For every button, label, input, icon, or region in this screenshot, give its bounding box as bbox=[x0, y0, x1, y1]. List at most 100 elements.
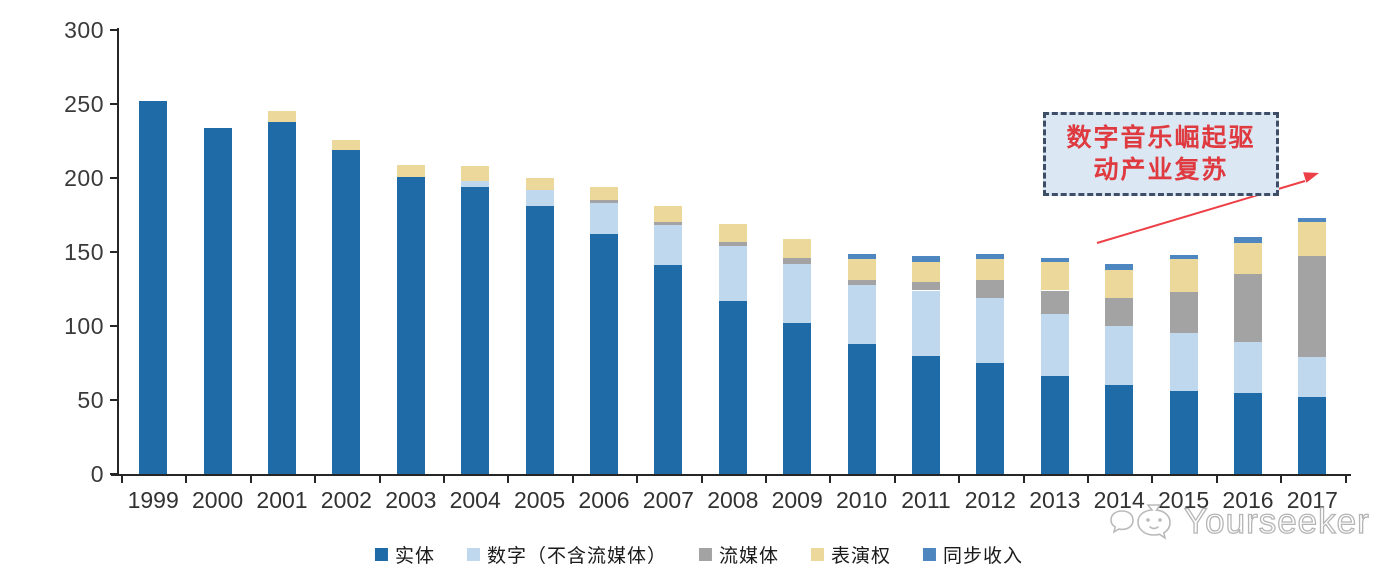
x-axis-label-2009: 2009 bbox=[771, 487, 823, 513]
x-axis-label-2000: 2000 bbox=[192, 487, 244, 513]
bar-segment-2001 bbox=[268, 111, 296, 122]
bar-segment-2013 bbox=[1040, 262, 1069, 291]
bar-segment-2008 bbox=[718, 246, 747, 301]
y-tick-label: 100 bbox=[64, 313, 104, 339]
x-axis-label-2017: 2017 bbox=[1286, 487, 1338, 513]
bar-segment-2010 bbox=[847, 259, 876, 281]
legend-swatch-icon bbox=[923, 548, 937, 561]
annotation-callout: 数字音乐崛起驱 动产业复苏 bbox=[1043, 112, 1279, 196]
bar-segment-2006 bbox=[590, 186, 618, 201]
bar-segment-2002 bbox=[332, 139, 361, 150]
bar-segment-2013 bbox=[1040, 290, 1069, 315]
y-tick bbox=[110, 251, 118, 253]
bar-segment-2004 bbox=[461, 180, 490, 187]
watermark: Yourseeker bbox=[1108, 501, 1370, 543]
x-axis-label-2011: 2011 bbox=[901, 487, 951, 513]
bar-segment-2007 bbox=[654, 222, 683, 226]
bar-segment-2016 bbox=[1234, 243, 1262, 275]
bar-segment-2017 bbox=[1298, 397, 1327, 474]
bar-segment-2009 bbox=[783, 257, 812, 264]
legend-item: 流媒体 bbox=[698, 541, 780, 568]
bar-segment-2005 bbox=[525, 178, 554, 190]
bar-segment-2008 bbox=[718, 241, 747, 247]
bar-segment-2012 bbox=[976, 280, 1005, 298]
legend-swatch-icon bbox=[374, 548, 388, 561]
bar-segment-2009 bbox=[783, 238, 812, 258]
annotation-line1: 数字音乐崛起驱 bbox=[1066, 122, 1256, 152]
x-axis-label-2008: 2008 bbox=[707, 487, 759, 513]
x-tick bbox=[829, 476, 832, 483]
legend-label: 数字（不含流媒体） bbox=[486, 545, 667, 567]
bar-segment-2011 bbox=[912, 256, 940, 263]
legend-swatch-icon bbox=[811, 548, 825, 561]
bar-segment-2011 bbox=[912, 281, 940, 291]
bar-segment-2011 bbox=[912, 355, 940, 474]
y-tick-label: 200 bbox=[64, 165, 104, 191]
y-tick bbox=[110, 103, 118, 105]
bar-segment-2007 bbox=[654, 225, 683, 266]
bar-segment-2007 bbox=[654, 206, 683, 223]
bar-segment-2014 bbox=[1105, 326, 1134, 386]
x-axis-label-2002: 2002 bbox=[320, 487, 372, 513]
x-tick bbox=[1087, 476, 1089, 483]
bar-segment-2015 bbox=[1169, 333, 1198, 392]
bar-segment-2010 bbox=[847, 280, 876, 285]
bar-segment-2006 bbox=[590, 234, 618, 474]
x-axis-label-2016: 2016 bbox=[1222, 487, 1274, 513]
bar-segment-2013 bbox=[1040, 314, 1069, 377]
bar-segment-2016 bbox=[1234, 342, 1262, 393]
y-tick-label: 50 bbox=[77, 387, 104, 413]
bar-segment-2014 bbox=[1105, 269, 1134, 298]
x-axis-label-2005: 2005 bbox=[514, 487, 566, 513]
watermark-text: Yourseeker bbox=[1183, 501, 1370, 541]
bar-segment-2016 bbox=[1234, 392, 1262, 474]
y-tick-label: 250 bbox=[64, 91, 104, 117]
x-tick bbox=[765, 476, 767, 483]
x-axis-label-2007: 2007 bbox=[642, 487, 694, 513]
bar-segment-2002 bbox=[332, 149, 361, 474]
x-axis-label-2014: 2014 bbox=[1093, 487, 1145, 513]
bar-segment-2005 bbox=[525, 206, 554, 474]
annotation-line2: 动产业复苏 bbox=[1093, 155, 1229, 184]
bar-segment-2013 bbox=[1040, 257, 1069, 263]
x-tick bbox=[1151, 476, 1154, 483]
bar-segment-2010 bbox=[847, 343, 876, 474]
bar-segment-2011 bbox=[912, 290, 940, 356]
y-tick bbox=[110, 29, 118, 31]
bar-segment-2014 bbox=[1105, 263, 1134, 270]
x-tick bbox=[378, 476, 381, 483]
y-tick bbox=[110, 325, 118, 327]
x-tick bbox=[1280, 476, 1283, 483]
legend: 实体 数字（不含流媒体） 流媒体 表演权 同步收入 bbox=[374, 541, 1024, 568]
x-tick bbox=[1215, 476, 1218, 483]
bar-segment-2005 bbox=[525, 189, 554, 207]
x-axis-label-2010: 2010 bbox=[836, 487, 888, 513]
bar-segment-2015 bbox=[1169, 291, 1198, 334]
bar-segment-2017 bbox=[1298, 357, 1327, 398]
legend-label: 表演权 bbox=[831, 545, 892, 567]
x-tick bbox=[443, 476, 445, 483]
x-axis-label-2015: 2015 bbox=[1158, 487, 1210, 513]
legend-label: 同步收入 bbox=[943, 545, 1024, 567]
bar-segment-1999 bbox=[139, 101, 168, 474]
bar-segment-2001 bbox=[268, 121, 296, 474]
bar-segment-2016 bbox=[1234, 274, 1262, 343]
bar-segment-2006 bbox=[590, 203, 618, 235]
bar-segment-2015 bbox=[1169, 259, 1198, 292]
y-tick bbox=[110, 399, 118, 401]
x-axis-label-2006: 2006 bbox=[578, 487, 630, 513]
legend-item: 表演权 bbox=[811, 541, 891, 568]
y-axis-line bbox=[117, 28, 119, 476]
x-tick bbox=[571, 476, 574, 483]
bar-segment-2009 bbox=[783, 263, 812, 324]
bar-segment-2000 bbox=[203, 127, 232, 474]
legend-label: 实体 bbox=[394, 545, 435, 567]
x-axis-label-2004: 2004 bbox=[449, 487, 501, 513]
bar-segment-2015 bbox=[1169, 391, 1198, 474]
bar-segment-2010 bbox=[847, 253, 876, 260]
y-tick-label: 150 bbox=[64, 239, 104, 265]
x-axis-label-2013: 2013 bbox=[1029, 487, 1081, 513]
bar-segment-2012 bbox=[976, 363, 1005, 474]
bar-segment-2007 bbox=[654, 265, 683, 474]
legend-label: 流媒体 bbox=[718, 545, 780, 567]
